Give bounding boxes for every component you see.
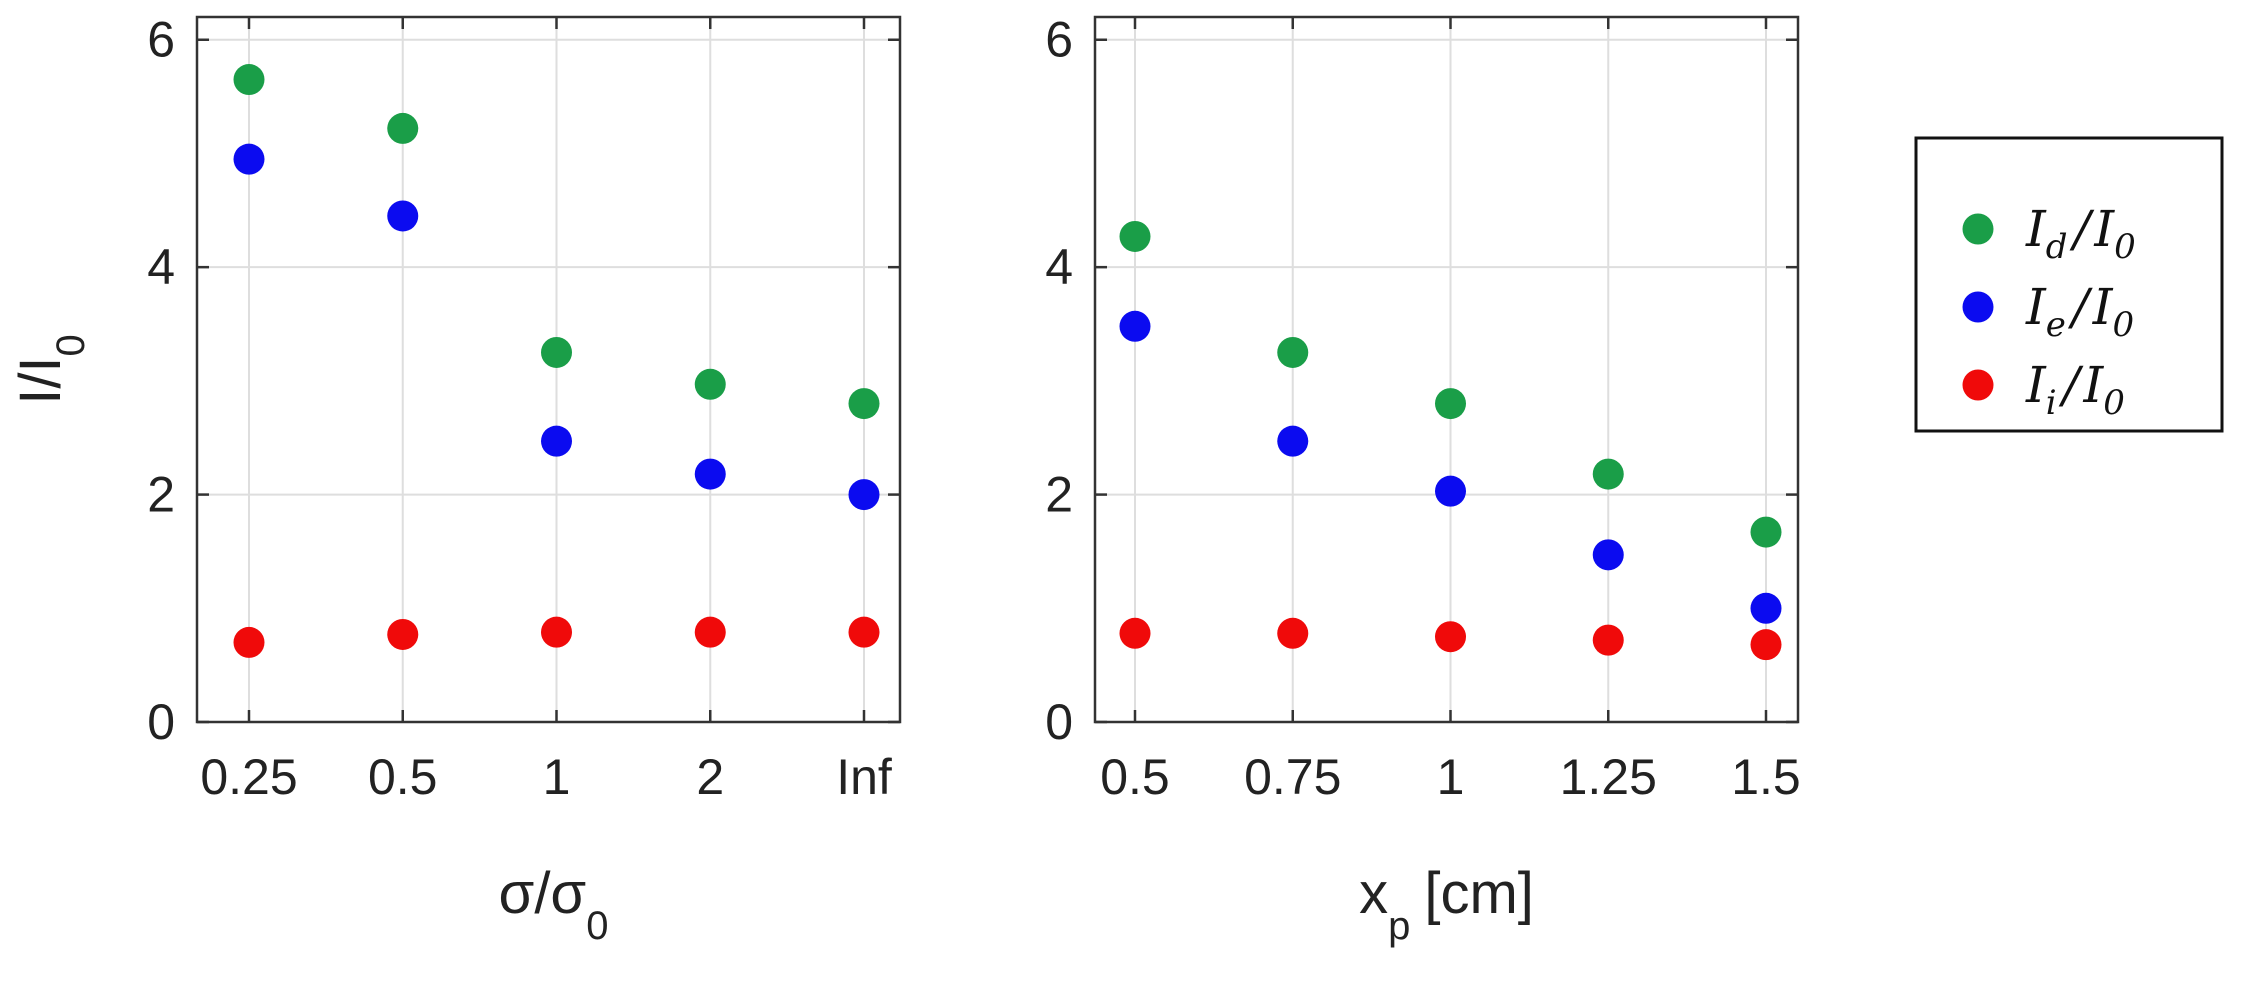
- right-panel: 0 2 4 6 0.5 0.75 1 1.25 1.5 xp [cm]: [1045, 12, 1801, 948]
- legend-label-main2: I: [2093, 200, 2115, 258]
- x-tick-label: 0.5: [368, 749, 438, 805]
- x-tick-label: 0.5: [1100, 749, 1170, 805]
- legend-marker: [1962, 291, 1994, 323]
- x-axis-label: σ/σ0: [499, 861, 609, 948]
- x-axis-label-subscript: 0: [586, 904, 608, 948]
- data-point: [1592, 458, 1624, 490]
- y-tick-label: 2: [147, 467, 175, 523]
- legend-label-main: I: [2025, 356, 2047, 414]
- data-point: [1277, 336, 1309, 368]
- legend-label: Ie/I0: [2025, 278, 2134, 345]
- legend-label: Id/I0: [2025, 200, 2136, 267]
- data-point: [848, 388, 880, 420]
- x-tick-label: Inf: [836, 749, 892, 805]
- legend-marker: [1962, 369, 1994, 401]
- legend-label-main: I: [2025, 278, 2047, 336]
- data-point: [1592, 624, 1624, 656]
- legend-label-subscript: d: [2046, 227, 2068, 267]
- y-tick-label: 6: [147, 12, 175, 68]
- data-point: [1750, 629, 1782, 661]
- x-axis-label-main: x: [1359, 861, 1388, 926]
- axes-box: [195, 15, 902, 724]
- x-tick-label: 1.25: [1560, 749, 1657, 805]
- y-tick-label: 4: [1045, 239, 1073, 295]
- y-tick-label: 6: [1045, 12, 1073, 68]
- data-point: [1119, 310, 1151, 342]
- x-axis-label: xp [cm]: [1359, 861, 1534, 948]
- data-point: [387, 200, 419, 232]
- y-axis-label: I/I0: [8, 334, 93, 405]
- legend-marker: [1962, 213, 1994, 245]
- legend-label-subscript2: 0: [2113, 305, 2135, 345]
- data-point: [694, 368, 726, 400]
- data-point: [1592, 539, 1624, 571]
- x-tick-label: 0.25: [200, 749, 297, 805]
- legend-label-subscript: i: [2046, 383, 2057, 423]
- axes-box: [1093, 15, 1800, 724]
- legend-label-slash: /: [2059, 356, 2084, 414]
- legend-label-main2: I: [2092, 278, 2114, 336]
- series-Id/I0: [1119, 220, 1782, 548]
- y-tick-label: 0: [147, 694, 175, 750]
- data-point: [541, 425, 572, 457]
- x-axis-label-unit: [cm]: [1424, 861, 1534, 926]
- data-point: [1119, 617, 1151, 649]
- y-tick-label: 0: [1045, 694, 1073, 750]
- legend-entry: Id/I0: [1962, 200, 2136, 267]
- x-tick-label: 1: [1437, 749, 1465, 805]
- x-tick-label: 0.75: [1244, 749, 1341, 805]
- data-point: [233, 626, 265, 658]
- legend-label-subscript2: 0: [2103, 383, 2125, 423]
- legend-label-slash: /: [2070, 200, 2095, 258]
- data-point: [541, 616, 572, 648]
- x-axis-label-subscript: p: [1388, 904, 1410, 948]
- legend-label: Ii/I0: [2025, 356, 2125, 423]
- legend-entry: Ie/I0: [1962, 278, 2134, 345]
- series-Ii/I0: [1119, 617, 1782, 661]
- y-axis-label-subscript: 0: [49, 334, 93, 356]
- data-point: [387, 618, 419, 650]
- data-point: [1750, 516, 1782, 548]
- x-axis-label-main: σ/σ: [499, 861, 587, 926]
- data-point: [848, 616, 880, 648]
- y-axis-label-main: I/I: [8, 356, 73, 404]
- data-point: [233, 64, 265, 96]
- data-point: [1277, 617, 1309, 649]
- y-tick-label: 4: [147, 239, 175, 295]
- data-point: [694, 616, 726, 648]
- legend-label-slash: /: [2068, 278, 2093, 336]
- data-point: [541, 336, 572, 368]
- data-point: [1277, 425, 1309, 457]
- x-tick-label: 2: [696, 749, 724, 805]
- data-point: [1435, 621, 1466, 653]
- series-Ie/I0: [1119, 310, 1782, 624]
- legend-label-main: I: [2025, 200, 2047, 258]
- legend-entry: Ii/I0: [1962, 356, 2125, 423]
- data-point: [233, 143, 265, 175]
- data-point: [694, 458, 726, 490]
- data-point: [1435, 388, 1466, 420]
- legend-label-subscript: e: [2046, 305, 2066, 345]
- legend-label-main2: I: [2083, 356, 2105, 414]
- x-tick-label: 1: [543, 749, 571, 805]
- data-point: [1435, 475, 1466, 507]
- data-point: [1750, 592, 1782, 624]
- series-Id/I0: [233, 64, 880, 420]
- x-tick-label: 1.5: [1731, 749, 1801, 805]
- y-tick-label: 2: [1045, 467, 1073, 523]
- data-point: [387, 112, 419, 144]
- data-point: [1119, 220, 1151, 252]
- series-Ie/I0: [233, 143, 880, 511]
- legend-label-subscript2: 0: [2114, 227, 2136, 267]
- data-point: [848, 479, 880, 511]
- series-Ii/I0: [233, 616, 880, 658]
